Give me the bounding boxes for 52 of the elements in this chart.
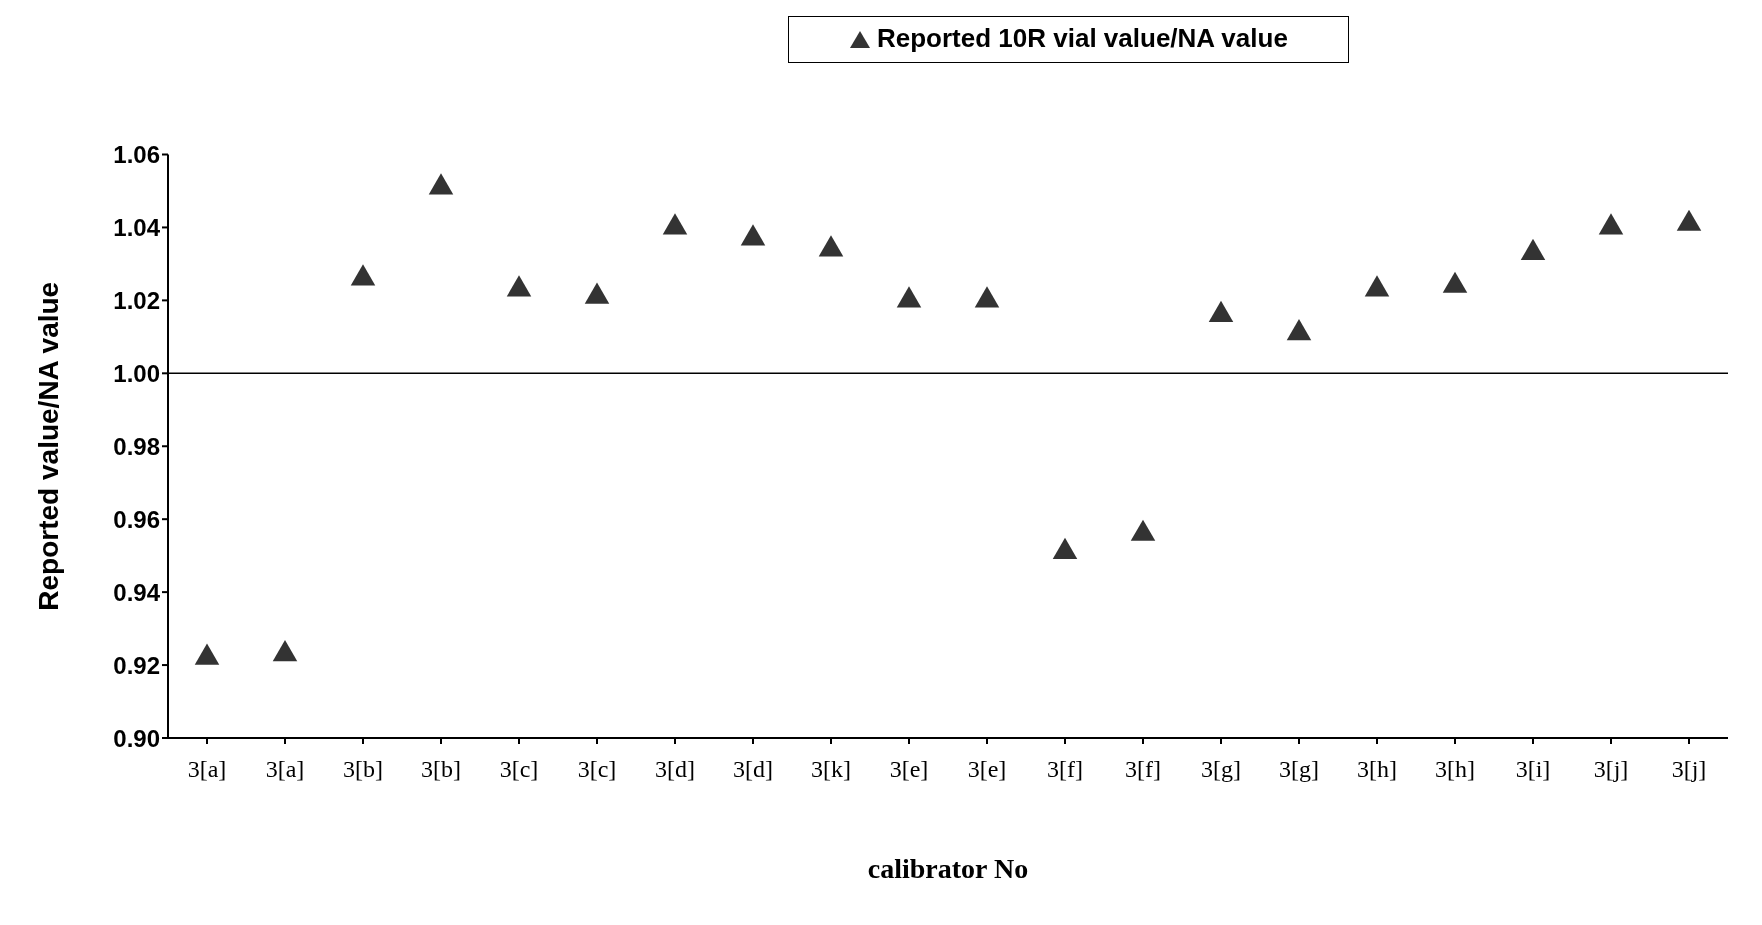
x-tick-label: 3[a] (265, 756, 305, 783)
x-tick-label: 3[b] (343, 756, 383, 783)
y-axis-title: Reported value/NA value (32, 281, 64, 611)
legend-label: Reported 10R vial value/NA value (876, 23, 1288, 54)
x-tick-label: 3[f] (1047, 756, 1083, 783)
point (1598, 213, 1624, 235)
point (1676, 209, 1702, 231)
point (350, 264, 376, 286)
x-tick-label: 3[i] (1515, 756, 1551, 783)
point (818, 235, 844, 257)
point (272, 639, 298, 662)
point (662, 213, 688, 235)
point (740, 224, 766, 246)
x-tick-label: 3[h] (1435, 756, 1475, 783)
y-tick-label: 0.96 (113, 505, 160, 533)
x-tick-label: 3[j] (1671, 756, 1707, 783)
point (428, 173, 454, 195)
point (1364, 275, 1390, 297)
point (974, 286, 1000, 308)
x-tick-label: 3[j] (1593, 756, 1629, 783)
point (1052, 537, 1078, 560)
x-tick-label: 3[g] (1201, 756, 1241, 783)
point (506, 275, 532, 297)
y-tick-label: 1.00 (113, 359, 160, 387)
point (194, 643, 220, 665)
x-tick-label: 3[d] (733, 756, 773, 783)
point (1208, 300, 1234, 323)
y-tick-label: 0.92 (113, 651, 160, 679)
x-tick-label: 3[e] (889, 756, 929, 783)
x-tick-label: 3[g] (1279, 756, 1319, 783)
point (1520, 238, 1546, 261)
x-tick-label: 3[a] (187, 756, 227, 783)
x-tick-label: 3[d] (655, 756, 695, 783)
x-tick-label: 3[c] (499, 756, 539, 783)
y-tick-label: 0.94 (113, 578, 161, 606)
point (896, 286, 922, 308)
x-tick-label: 3[c] (577, 756, 617, 783)
point (584, 282, 610, 304)
point (1130, 519, 1156, 541)
y-tick-label: 1.06 (113, 141, 160, 169)
x-tick-label: 3[h] (1357, 756, 1397, 783)
y-tick-label: 1.04 (113, 213, 161, 241)
x-tick-label: 3[f] (1125, 756, 1161, 783)
y-tick-label: 1.02 (113, 286, 160, 314)
y-tick-label: 0.98 (113, 432, 160, 460)
x-tick-label: 3[e] (967, 756, 1007, 783)
x-tick-label: 3[k] (811, 756, 851, 783)
x-axis-title: calibrator No (867, 853, 1029, 884)
x-tick-label: 3[b] (421, 756, 461, 783)
point (1442, 271, 1468, 293)
y-tick-label: 0.90 (113, 724, 160, 752)
point (1286, 319, 1312, 341)
